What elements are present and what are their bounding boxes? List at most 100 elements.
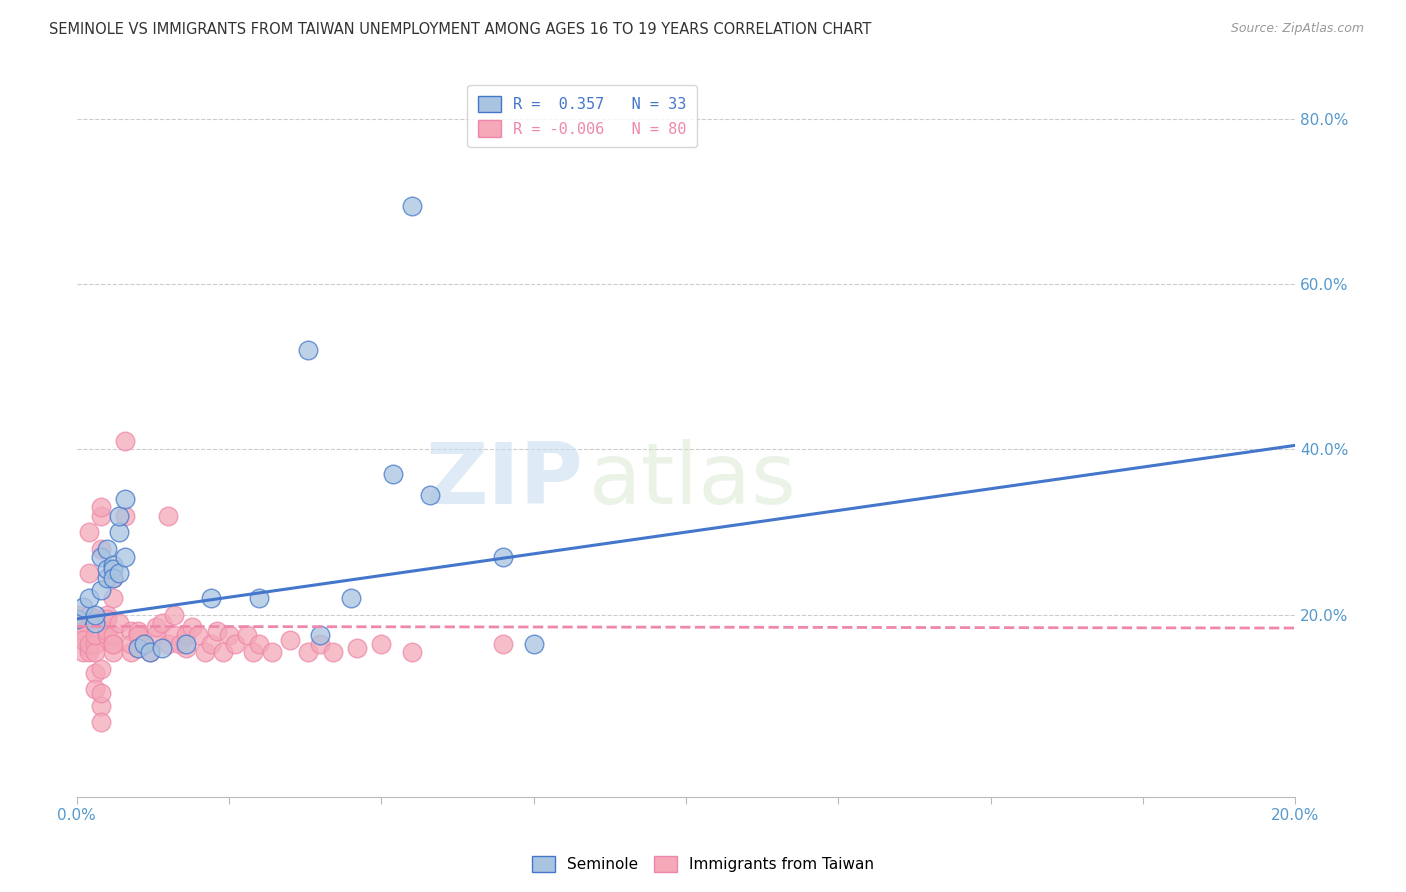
- Point: [174, 628, 197, 642]
- Point: [108, 566, 131, 581]
- Point: [382, 467, 405, 482]
- Point: [83, 682, 105, 697]
- Legend: Seminole, Immigrants from Taiwan: Seminole, Immigrants from Taiwan: [524, 848, 882, 880]
- Point: [127, 624, 149, 639]
- Point: [96, 541, 118, 556]
- Point: [211, 645, 233, 659]
- Point: [297, 645, 319, 659]
- Point: [247, 591, 270, 606]
- Point: [72, 632, 94, 647]
- Point: [96, 628, 118, 642]
- Point: [224, 637, 246, 651]
- Point: [90, 661, 112, 675]
- Point: [187, 628, 209, 642]
- Point: [120, 637, 142, 651]
- Point: [150, 616, 173, 631]
- Point: [96, 624, 118, 639]
- Point: [72, 624, 94, 639]
- Point: [101, 571, 124, 585]
- Point: [77, 637, 100, 651]
- Legend: R =  0.357   N = 33, R = -0.006   N = 80: R = 0.357 N = 33, R = -0.006 N = 80: [467, 85, 697, 147]
- Point: [108, 508, 131, 523]
- Point: [96, 612, 118, 626]
- Point: [114, 508, 136, 523]
- Point: [346, 640, 368, 655]
- Point: [83, 628, 105, 642]
- Point: [492, 637, 515, 651]
- Text: SEMINOLE VS IMMIGRANTS FROM TAIWAN UNEMPLOYMENT AMONG AGES 16 TO 19 YEARS CORREL: SEMINOLE VS IMMIGRANTS FROM TAIWAN UNEMP…: [49, 22, 872, 37]
- Point: [72, 599, 94, 614]
- Point: [174, 637, 197, 651]
- Point: [174, 640, 197, 655]
- Point: [96, 628, 118, 642]
- Point: [120, 624, 142, 639]
- Point: [193, 645, 215, 659]
- Point: [523, 637, 546, 651]
- Point: [101, 558, 124, 573]
- Point: [200, 591, 222, 606]
- Point: [127, 640, 149, 655]
- Point: [90, 582, 112, 597]
- Point: [127, 640, 149, 655]
- Point: [77, 607, 100, 622]
- Point: [419, 488, 441, 502]
- Text: Source: ZipAtlas.com: Source: ZipAtlas.com: [1230, 22, 1364, 36]
- Point: [120, 645, 142, 659]
- Point: [90, 541, 112, 556]
- Point: [205, 624, 228, 639]
- Point: [156, 637, 179, 651]
- Point: [114, 491, 136, 506]
- Point: [297, 343, 319, 358]
- Point: [101, 637, 124, 651]
- Point: [90, 715, 112, 730]
- Point: [138, 645, 160, 659]
- Point: [138, 645, 160, 659]
- Point: [77, 566, 100, 581]
- Point: [77, 525, 100, 540]
- Point: [90, 698, 112, 713]
- Point: [278, 632, 301, 647]
- Point: [83, 665, 105, 680]
- Point: [83, 616, 105, 631]
- Point: [90, 500, 112, 515]
- Point: [72, 645, 94, 659]
- Point: [83, 645, 105, 659]
- Point: [96, 562, 118, 576]
- Point: [101, 591, 124, 606]
- Point: [169, 637, 191, 651]
- Point: [145, 620, 167, 634]
- Point: [247, 637, 270, 651]
- Point: [309, 637, 332, 651]
- Point: [163, 628, 186, 642]
- Point: [127, 628, 149, 642]
- Point: [218, 628, 240, 642]
- Point: [156, 508, 179, 523]
- Point: [401, 198, 423, 212]
- Point: [401, 645, 423, 659]
- Point: [101, 562, 124, 576]
- Point: [101, 571, 124, 585]
- Point: [370, 637, 392, 651]
- Point: [108, 616, 131, 631]
- Text: ZIP: ZIP: [425, 439, 582, 522]
- Point: [90, 549, 112, 564]
- Point: [77, 645, 100, 659]
- Point: [200, 637, 222, 651]
- Point: [145, 628, 167, 642]
- Point: [492, 549, 515, 564]
- Point: [242, 645, 264, 659]
- Point: [322, 645, 344, 659]
- Point: [309, 628, 332, 642]
- Point: [101, 637, 124, 651]
- Point: [83, 637, 105, 651]
- Point: [90, 686, 112, 700]
- Text: atlas: atlas: [589, 439, 796, 522]
- Point: [83, 607, 105, 622]
- Point: [181, 620, 204, 634]
- Point: [83, 612, 105, 626]
- Point: [132, 637, 155, 651]
- Point: [260, 645, 283, 659]
- Point: [108, 525, 131, 540]
- Point: [65, 612, 87, 626]
- Point: [101, 645, 124, 659]
